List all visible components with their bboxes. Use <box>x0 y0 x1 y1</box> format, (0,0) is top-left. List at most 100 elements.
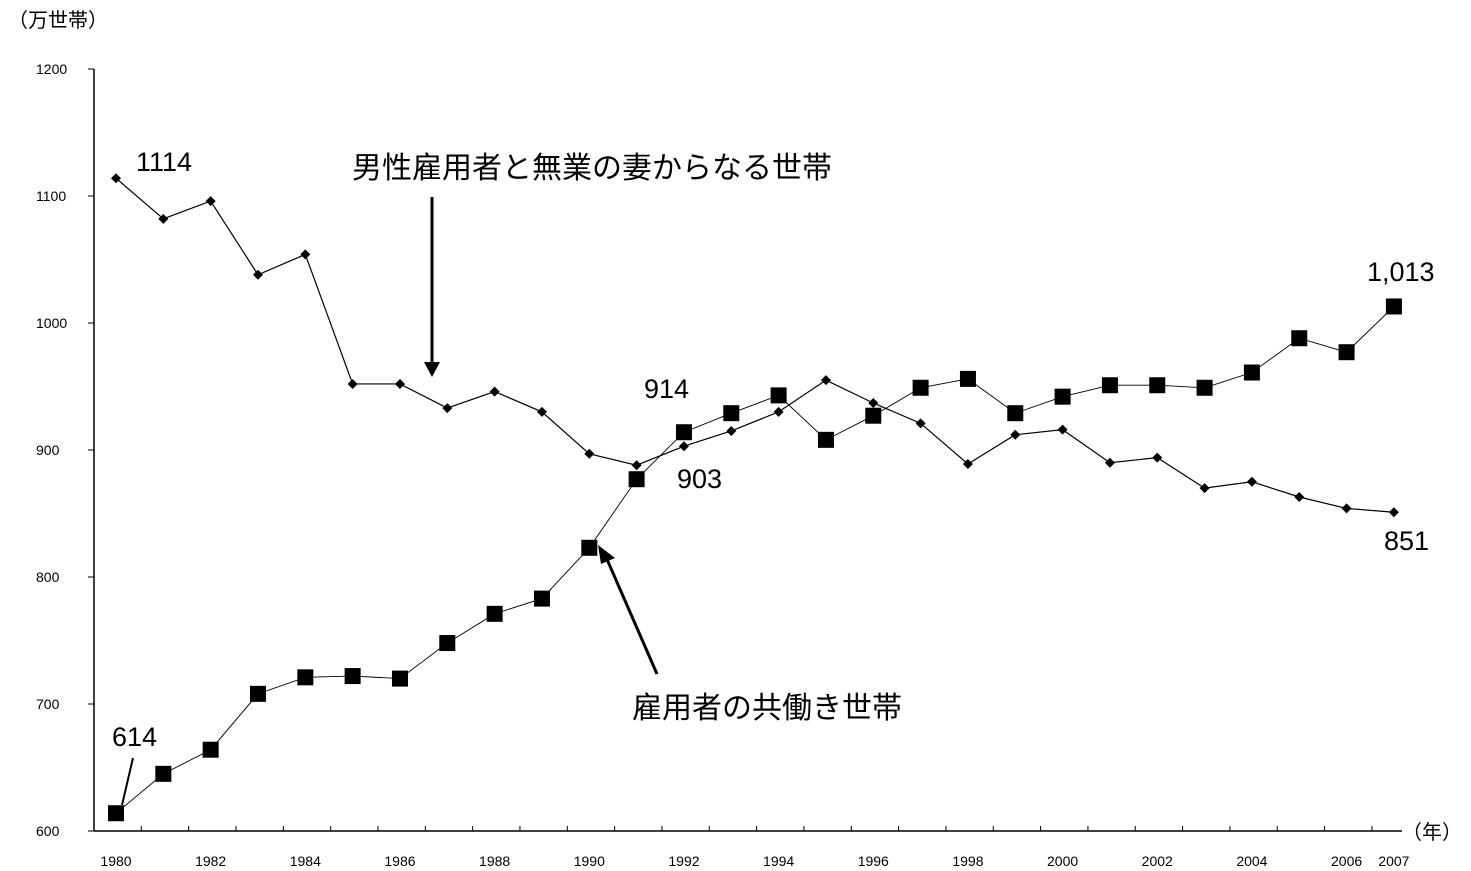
x-tick-label: 1996 <box>858 853 889 869</box>
data-point-square <box>817 431 834 448</box>
data-point-square <box>723 405 740 422</box>
data-point-diamond <box>868 398 879 409</box>
data-point-diamond <box>1294 491 1305 502</box>
y-tick-label: 900 <box>36 442 60 458</box>
data-point-square <box>249 685 266 702</box>
data-point-square <box>1243 364 1260 381</box>
value-label-851: 851 <box>1384 526 1429 556</box>
data-point-square <box>1149 377 1166 394</box>
data-point-square <box>439 635 456 652</box>
x-tick-label: 2004 <box>1236 853 1267 869</box>
data-point-diamond <box>300 249 311 260</box>
data-point-square <box>1054 388 1071 405</box>
data-point-diamond <box>1246 476 1257 487</box>
x-tick-label: 1984 <box>290 853 321 869</box>
data-point-diamond <box>205 196 216 207</box>
x-tick-label: 2000 <box>1047 853 1078 869</box>
leader-line-614 <box>121 757 134 806</box>
x-tick-label: 1980 <box>100 853 131 869</box>
data-point-square <box>865 407 882 424</box>
series-label-single-income: 男性雇用者と無業の妻からなる世帯 <box>352 151 832 186</box>
x-tick-label: 1992 <box>668 853 699 869</box>
x-tick-label: 1994 <box>763 853 794 869</box>
data-point-diamond <box>915 418 926 429</box>
data-point-square <box>1007 405 1024 422</box>
data-point-diamond <box>584 448 595 459</box>
data-point-diamond <box>489 386 500 397</box>
data-point-diamond <box>726 425 737 436</box>
data-point-diamond <box>962 458 973 469</box>
data-point-square <box>628 471 645 488</box>
data-point-diamond <box>252 269 263 280</box>
y-tick-label: 800 <box>36 569 60 585</box>
series-line <box>115 306 1395 814</box>
data-point-diamond <box>1152 452 1163 463</box>
y-axis-unit-label: （万世帯） <box>8 8 108 32</box>
data-point-square <box>1196 379 1213 396</box>
x-tick-label: 1990 <box>574 853 605 869</box>
series-markers <box>108 173 1402 822</box>
x-tick-label: 1986 <box>384 853 415 869</box>
y-tick-label: 1200 <box>36 61 67 77</box>
data-point-square <box>486 605 503 622</box>
x-tick-label: 2007 <box>1378 853 1409 869</box>
annotations: （万世帯） （年） 男性雇用者と無業の妻からなる世帯 雇用者の共働き世帯 111… <box>8 8 1462 844</box>
y-tick-label: 600 <box>36 823 60 839</box>
data-point-square <box>770 387 787 404</box>
series-label-dual-income: 雇用者の共働き世帯 <box>632 691 902 726</box>
value-label-1013: 1,013 <box>1367 257 1435 287</box>
value-label-914: 914 <box>644 374 689 404</box>
data-point-diamond <box>678 441 689 452</box>
data-point-diamond <box>111 173 121 184</box>
data-point-diamond <box>631 460 642 471</box>
x-axis-unit-label: （年） <box>1402 820 1462 844</box>
x-tick-label: 1988 <box>479 853 510 869</box>
data-point-diamond <box>1057 424 1068 435</box>
data-point-square <box>344 668 361 685</box>
x-tick-label: 1998 <box>952 853 983 869</box>
y-tick-label: 1100 <box>36 188 66 204</box>
data-point-square <box>391 670 408 687</box>
data-point-square <box>297 669 314 686</box>
data-point-diamond <box>820 375 831 386</box>
data-point-diamond <box>536 406 547 417</box>
data-point-square <box>1338 344 1355 361</box>
data-point-diamond <box>347 378 358 389</box>
series-line <box>115 177 1394 513</box>
data-point-square <box>1291 330 1308 347</box>
data-point-square <box>155 765 172 782</box>
data-point-diamond <box>1341 503 1352 514</box>
x-tick-label: 2002 <box>1142 853 1173 869</box>
data-point-diamond <box>1199 483 1210 494</box>
axes <box>88 68 1402 832</box>
data-point-square <box>1101 377 1118 394</box>
data-point-diamond <box>158 213 169 224</box>
arrow-dual-income-head <box>598 545 615 564</box>
data-point-square <box>912 379 929 396</box>
data-point-diamond <box>1388 507 1399 518</box>
x-tick-label: 1982 <box>195 853 226 869</box>
arrow-dual-income-shaft <box>604 556 659 675</box>
data-point-diamond <box>773 406 784 417</box>
data-point-square <box>533 590 550 607</box>
data-point-square <box>202 741 219 758</box>
value-label-614: 614 <box>112 722 157 752</box>
data-point-diamond <box>442 403 453 414</box>
y-tick-label: 700 <box>36 696 60 712</box>
y-tick-label: 1000 <box>36 315 67 331</box>
data-point-diamond <box>394 378 405 389</box>
data-point-square <box>581 539 598 556</box>
arrow-single-income-head <box>424 362 440 377</box>
data-point-square <box>1385 298 1402 315</box>
data-point-diamond <box>1010 429 1021 440</box>
tick-labels: 600 700 800 900 1000 1100 1200 1980 1982 1984 1986… <box>36 61 1410 869</box>
data-point-diamond <box>1104 457 1115 468</box>
value-label-1114: 1114 <box>136 147 192 177</box>
series-lines <box>115 177 1395 814</box>
data-point-square <box>959 370 976 387</box>
value-label-903: 903 <box>677 464 722 494</box>
x-tick-label: 2006 <box>1331 853 1362 869</box>
data-point-square <box>675 424 692 441</box>
